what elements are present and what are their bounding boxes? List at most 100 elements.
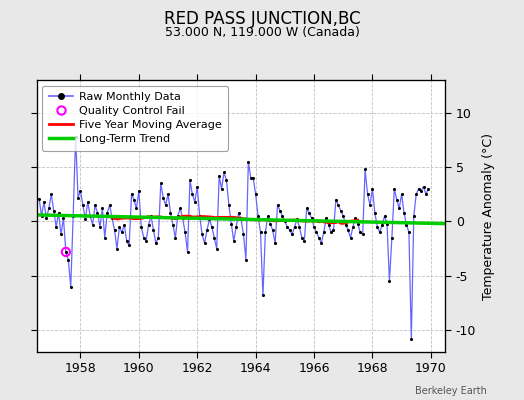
Point	[49, 207, 58, 214]
Point	[312, 229, 321, 236]
Point	[166, 210, 174, 216]
Point	[215, 172, 223, 179]
Point	[227, 220, 235, 227]
Point	[108, 215, 116, 221]
Point	[383, 220, 391, 227]
Point	[349, 224, 357, 230]
Point	[205, 216, 214, 222]
Point	[390, 186, 398, 192]
Point	[127, 191, 136, 198]
Point	[378, 222, 386, 228]
Point	[200, 240, 209, 246]
Point	[115, 224, 124, 230]
Point	[410, 213, 418, 219]
Point	[145, 222, 153, 228]
Point	[266, 220, 275, 227]
Point	[123, 238, 131, 244]
Point	[139, 234, 148, 241]
Point	[346, 234, 355, 241]
Point	[252, 191, 260, 198]
Point	[130, 196, 138, 203]
Point	[84, 199, 92, 205]
Point	[402, 222, 411, 228]
Point	[193, 184, 201, 190]
Point	[234, 210, 243, 216]
Point	[103, 210, 112, 216]
Point	[93, 210, 102, 216]
Point	[274, 202, 282, 208]
Point	[424, 186, 433, 192]
Point	[120, 222, 128, 228]
Point	[370, 210, 379, 216]
Point	[137, 224, 146, 230]
Point	[320, 229, 328, 236]
Point	[376, 229, 384, 236]
Point	[77, 188, 85, 194]
Point	[400, 210, 408, 216]
Point	[342, 222, 350, 228]
Legend: Raw Monthly Data, Quality Control Fail, Five Year Moving Average, Long-Term Tren: Raw Monthly Data, Quality Control Fail, …	[42, 86, 228, 150]
Point	[86, 213, 94, 219]
Point	[169, 222, 177, 228]
Point	[354, 220, 362, 227]
Point	[225, 202, 233, 208]
Point	[179, 215, 187, 221]
Point	[42, 215, 51, 221]
Point	[295, 224, 303, 230]
Point	[185, 177, 194, 183]
Point	[91, 202, 99, 208]
Point	[388, 234, 396, 241]
Point	[361, 166, 369, 172]
Point	[230, 238, 238, 244]
Point	[222, 177, 231, 183]
Point	[208, 224, 216, 230]
Point	[422, 191, 430, 198]
Point	[74, 194, 82, 201]
Point	[351, 215, 359, 221]
Point	[300, 238, 309, 244]
Point	[171, 234, 180, 241]
Point	[64, 256, 72, 263]
Point	[151, 240, 160, 246]
Point	[259, 292, 267, 299]
Point	[278, 213, 287, 219]
Point	[329, 227, 337, 233]
Point	[237, 216, 245, 222]
Point	[281, 218, 289, 225]
Point	[256, 229, 265, 236]
Point	[69, 213, 78, 219]
Point	[35, 195, 43, 202]
Point	[368, 186, 377, 192]
Point	[191, 199, 199, 205]
Point	[89, 222, 97, 228]
Point	[45, 205, 53, 212]
Point	[305, 210, 313, 216]
Point	[149, 227, 158, 233]
Point	[417, 188, 425, 194]
Point	[132, 205, 140, 212]
Point	[334, 202, 343, 208]
Point	[59, 215, 68, 221]
Point	[373, 224, 381, 230]
Point	[414, 186, 423, 192]
Point	[113, 246, 121, 252]
Point	[397, 191, 406, 198]
Point	[147, 213, 155, 219]
Point	[118, 229, 126, 236]
Point	[105, 202, 114, 208]
Point	[310, 224, 318, 230]
Point	[271, 240, 279, 246]
Point	[308, 215, 316, 221]
Point	[315, 234, 323, 241]
Point	[96, 224, 104, 230]
Point	[37, 213, 46, 219]
Point	[40, 199, 48, 205]
Point	[254, 213, 262, 219]
Point	[71, 133, 80, 140]
Point	[176, 205, 184, 212]
Point	[210, 234, 219, 241]
Point	[181, 229, 189, 236]
Point	[98, 205, 106, 212]
Point	[339, 213, 347, 219]
Point	[317, 240, 325, 246]
